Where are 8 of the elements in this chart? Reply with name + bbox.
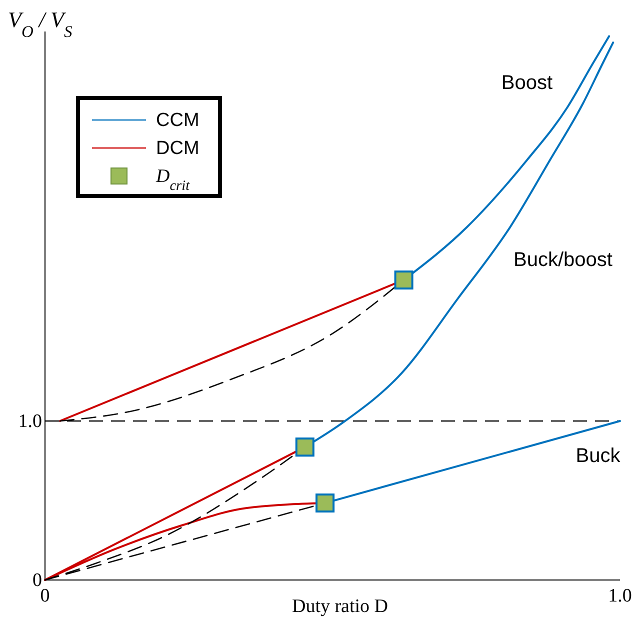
annotation: Buck/boost [514,249,613,272]
annotation: Boost [501,72,554,94]
y-axis-title: V$_{O}$ / V$_{S}$ [8,7,72,40]
legend-label: CCM [156,110,200,131]
legend-label: DCM [156,138,200,159]
legend-label: D$_{crit}$ [155,166,191,194]
x-axis-title: Duty ratio D [292,596,388,617]
annotation: Buck [576,445,622,468]
